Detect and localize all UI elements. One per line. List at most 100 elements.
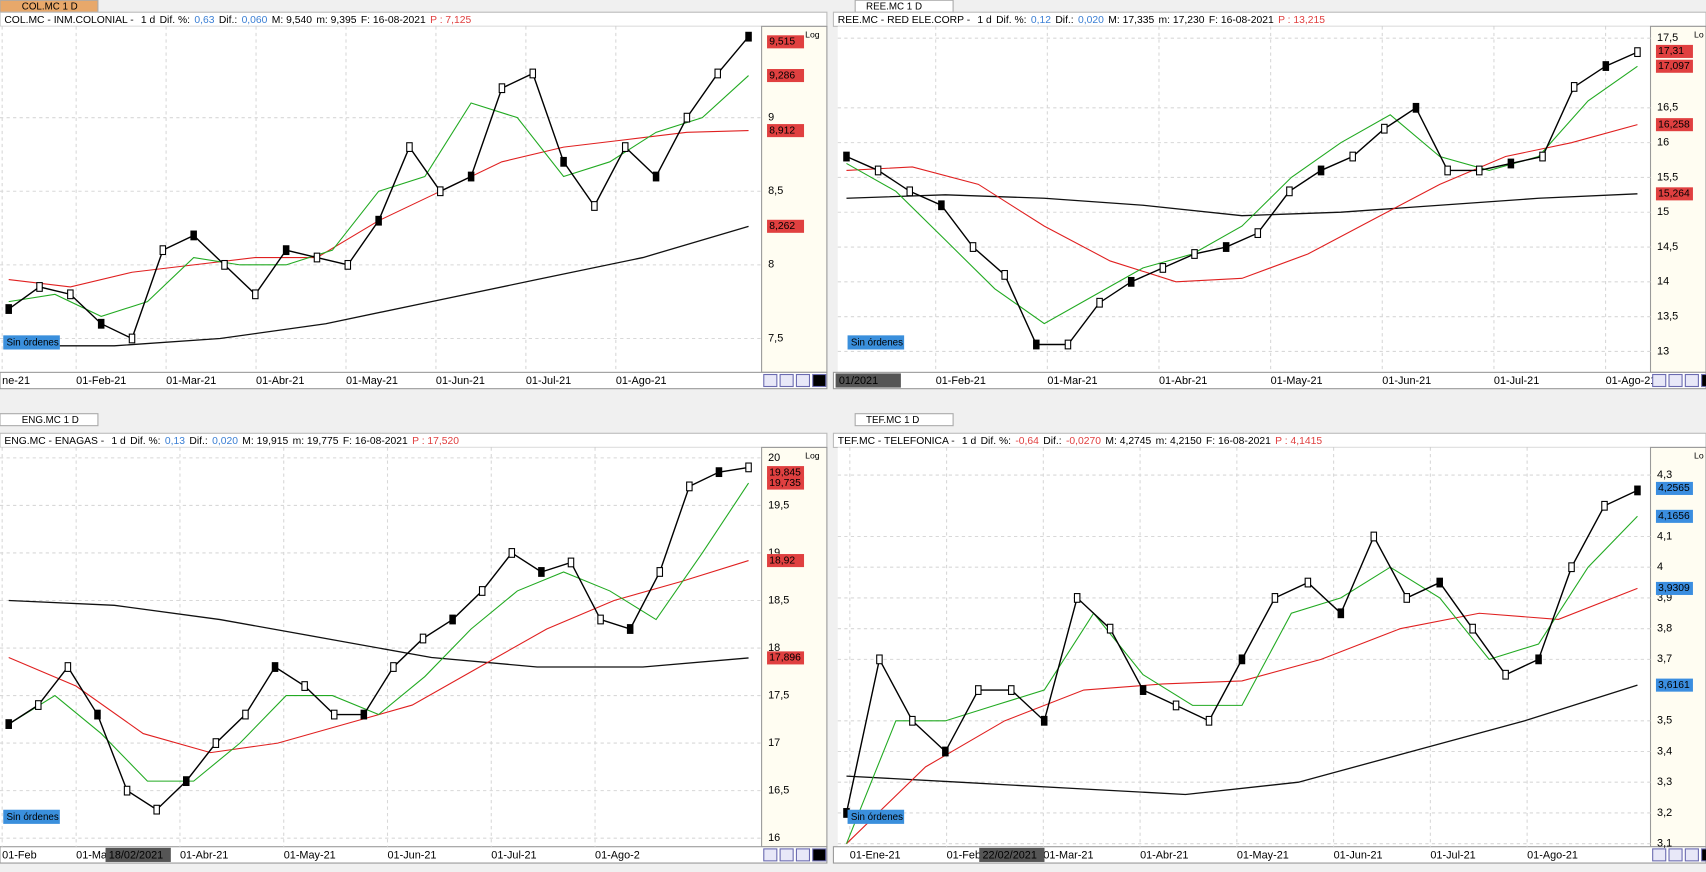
candle bbox=[874, 165, 882, 176]
price-flag-label: 17,896 bbox=[769, 653, 801, 664]
status-box[interactable] bbox=[3, 335, 60, 350]
y-tick-label: 14 bbox=[1657, 276, 1669, 288]
x-tick-label: 01-Jul-21 bbox=[1494, 375, 1539, 387]
price-flag-label: 17,31 bbox=[1658, 46, 1684, 57]
x-tick-label: 01-Abr-21 bbox=[180, 849, 228, 861]
status-box[interactable] bbox=[847, 335, 905, 350]
candle bbox=[123, 785, 131, 796]
y-tick-label: 3,4 bbox=[1657, 745, 1672, 757]
date-axis bbox=[832, 846, 1706, 864]
candle bbox=[1602, 61, 1610, 71]
candle bbox=[1601, 500, 1608, 511]
tab-label: REE.MC 1 D bbox=[866, 1, 922, 12]
candle bbox=[1096, 297, 1103, 308]
toolbar-button[interactable] bbox=[1652, 373, 1667, 388]
toolbar-button[interactable] bbox=[763, 373, 778, 388]
y-tick-label: 19,5 bbox=[768, 499, 789, 511]
ma-slow-line bbox=[846, 193, 1638, 217]
header-dif: 0,020 bbox=[212, 436, 238, 447]
candle bbox=[1502, 669, 1509, 680]
header-date: F: 16-08-2021 bbox=[1206, 436, 1271, 447]
candle bbox=[1539, 151, 1546, 162]
candle bbox=[1222, 242, 1230, 252]
log-button: Log bbox=[805, 450, 820, 460]
tab-label: ENG.MC 1 D bbox=[22, 415, 79, 426]
tab[interactable] bbox=[0, 413, 99, 427]
candle bbox=[242, 709, 249, 720]
x-tick-label: 01-Abr-21 bbox=[256, 375, 304, 387]
toolbar-button[interactable] bbox=[795, 848, 811, 862]
toolbar-button[interactable] bbox=[1652, 848, 1667, 862]
price-flag bbox=[767, 219, 805, 233]
toolbar-button[interactable] bbox=[1668, 848, 1683, 862]
candle bbox=[745, 462, 752, 473]
y-tick-label: 16,5 bbox=[768, 785, 789, 797]
y-tick-label: 4,3 bbox=[1657, 469, 1672, 481]
candle bbox=[1304, 577, 1312, 588]
header-price: P : 7,125 bbox=[430, 15, 471, 26]
candle bbox=[1349, 151, 1356, 162]
status-box[interactable] bbox=[3, 809, 60, 824]
y-tick-label: 18 bbox=[768, 642, 780, 654]
status-box[interactable] bbox=[847, 809, 905, 824]
candle bbox=[128, 333, 136, 344]
y-tick-label: 8 bbox=[768, 259, 774, 271]
toolbar-button[interactable] bbox=[1684, 373, 1699, 388]
x-tick-label: 01-Abr-21 bbox=[1159, 375, 1207, 387]
price-flag-label: 3,6161 bbox=[1658, 680, 1690, 691]
header-pct-label: Dif. %: bbox=[996, 15, 1026, 26]
toolbar-button[interactable] bbox=[763, 848, 778, 862]
candle bbox=[1475, 165, 1483, 176]
y-tick-label: 4 bbox=[1657, 561, 1663, 573]
header-name: TEF.MC - TELEFONICA - bbox=[838, 436, 958, 447]
candle bbox=[975, 685, 982, 695]
header-price: P : 13,215 bbox=[1278, 15, 1325, 26]
cursor-date: 18/02/2021 bbox=[109, 849, 163, 861]
y-tick-label: 3,7 bbox=[1657, 653, 1672, 665]
price-flag bbox=[1655, 118, 1693, 132]
status-label: Sin órdenes bbox=[851, 812, 903, 823]
y-tick-label: 15,5 bbox=[1657, 171, 1678, 183]
candle bbox=[97, 318, 105, 329]
toolbar-button[interactable] bbox=[1684, 848, 1699, 862]
tab[interactable] bbox=[854, 413, 954, 427]
candle bbox=[437, 186, 444, 197]
x-tick-label: 01-Mar-21 bbox=[166, 375, 216, 387]
toolbar-button[interactable] bbox=[1701, 373, 1706, 388]
header: REE.MC - RED ELE.CORP - 1 d Dif. %: 0,12 Di… bbox=[838, 15, 1325, 26]
x-tick-label: 01-May-21 bbox=[1237, 849, 1289, 861]
ma-fast-line bbox=[8, 75, 749, 318]
header-max: M: 4,2745 bbox=[1105, 436, 1151, 447]
x-tick-label: 01-Jun-21 bbox=[1382, 375, 1431, 387]
header-max: M: 19,915 bbox=[242, 436, 288, 447]
x-tick-label: 01-Ago-21 bbox=[616, 375, 667, 387]
toolbar-button[interactable] bbox=[779, 848, 794, 862]
header-pct-label: Dif. %: bbox=[130, 436, 160, 447]
candle bbox=[1238, 654, 1246, 665]
header-period: 1 d bbox=[111, 436, 126, 447]
candle bbox=[843, 151, 850, 162]
x-tick-label: 01-Ago-21 bbox=[1527, 849, 1578, 861]
candle bbox=[683, 112, 691, 123]
candle bbox=[906, 186, 914, 197]
header-pct-label: Dif. %: bbox=[160, 15, 190, 26]
price-flag bbox=[767, 35, 805, 49]
toolbar-button[interactable] bbox=[1701, 848, 1706, 862]
toolbar-button[interactable] bbox=[812, 373, 827, 388]
y-tick-label: 17,5 bbox=[768, 689, 789, 701]
toolbar-button[interactable] bbox=[779, 373, 794, 388]
candle bbox=[212, 738, 220, 748]
toolbar-button[interactable] bbox=[795, 373, 811, 388]
x-tick-label: 01-May-21 bbox=[284, 849, 336, 861]
candle bbox=[449, 614, 456, 625]
y-tick-label: 4,1 bbox=[1657, 530, 1672, 542]
toolbar-button[interactable] bbox=[1668, 373, 1683, 388]
x-tick-label: 01-May-21 bbox=[346, 375, 398, 387]
candle bbox=[745, 31, 752, 42]
toolbar-button[interactable] bbox=[812, 848, 827, 862]
header: TEF.MC - TELEFONICA - 1 d Dif. %: -0,64 Dif… bbox=[838, 436, 1323, 447]
header-dif-label: Dif.: bbox=[189, 436, 207, 447]
price-flag bbox=[767, 476, 805, 490]
x-tick-label: 01-Jul-21 bbox=[491, 849, 536, 861]
